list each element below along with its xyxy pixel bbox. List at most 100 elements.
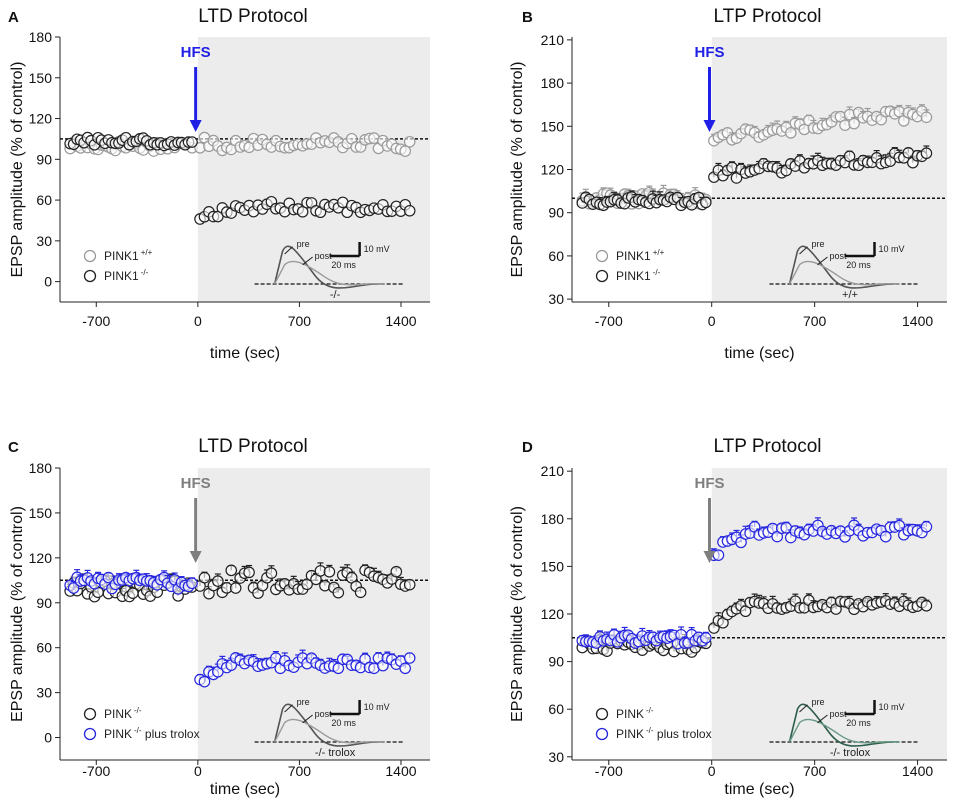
y-axis-label: EPSP amplitude (% of control) [9, 506, 26, 722]
scale-bar-voltage-label: 10 mV [879, 244, 905, 254]
data-point [231, 583, 241, 593]
panel-title: LTD Protocol [198, 6, 307, 27]
x-tick-label: 0 [194, 313, 202, 329]
y-axis-label: EPSP amplitude (% of control) [509, 506, 526, 722]
legend-entry: PINK -/- [104, 706, 142, 721]
x-axis-label: time (sec) [724, 345, 794, 362]
x-tick-label: 1400 [385, 313, 416, 329]
panel-label: D [522, 439, 533, 456]
panel-c: C LTD Protocol 0 30 60 90 120 150 180 -700 0 700 140… [8, 436, 430, 798]
panel-a: A LTD Protocol 0 30 60 90 120 150 180 -700 0 700 140… [8, 6, 430, 362]
legend-marker [85, 729, 96, 740]
y-tick-label: 90 [36, 595, 52, 611]
scale-bar-time-label: 20 ms [846, 718, 871, 728]
data-point [921, 112, 931, 122]
data-point [701, 633, 711, 643]
y-tick-label: 60 [36, 640, 52, 656]
x-tick-label: 700 [803, 313, 827, 329]
data-point [404, 579, 414, 589]
x-tick-label: 0 [708, 763, 716, 779]
panel-title: LTP Protocol [713, 6, 821, 27]
y-tick-label: 180 [29, 460, 53, 476]
legend-entry: PINK1 -/- [104, 268, 149, 283]
legend-marker [85, 709, 96, 720]
x-tick-label: 700 [803, 763, 827, 779]
inset-pre-label: pre [812, 697, 825, 707]
data-point [404, 137, 414, 147]
x-tick-label: -700 [595, 313, 623, 329]
inset-genotype-label: +/+ [842, 289, 858, 301]
data-point [701, 197, 711, 207]
x-tick-label: 0 [708, 313, 716, 329]
scale-bar-time-label: 20 ms [331, 718, 356, 728]
y-tick-label: 180 [29, 29, 53, 45]
y-tick-label: 180 [541, 75, 565, 91]
x-tick-label: 0 [194, 763, 202, 779]
y-tick-label: 30 [36, 233, 52, 249]
data-point [187, 578, 197, 588]
data-point [266, 568, 276, 578]
scale-bar-voltage-label: 10 mV [364, 702, 390, 712]
y-tick-label: 150 [29, 70, 53, 86]
y-tick-label: 90 [548, 205, 564, 221]
x-tick-label: 700 [288, 313, 312, 329]
x-tick-label: 1400 [902, 313, 933, 329]
legend-marker [597, 271, 608, 282]
data-point [921, 148, 931, 158]
y-tick-label: 120 [29, 111, 53, 127]
scale-bar-voltage-label: 10 mV [879, 702, 905, 712]
y-tick-label: 30 [36, 685, 52, 701]
data-point [187, 137, 197, 147]
y-tick-label: 150 [541, 118, 565, 134]
y-tick-label: 0 [44, 274, 52, 290]
y-tick-label: 120 [29, 550, 53, 566]
inset-post-label: post [315, 709, 333, 719]
scale-bar-time-label: 20 ms [331, 260, 356, 270]
scale-bar-time-label: 20 ms [846, 260, 871, 270]
data-point [199, 572, 209, 582]
data-point [391, 566, 401, 576]
inset-genotype-label: -/- trolox [830, 747, 871, 759]
x-tick-label: 700 [288, 763, 312, 779]
x-axis-label: time (sec) [210, 781, 280, 798]
y-tick-label: 90 [548, 654, 564, 670]
legend-marker [85, 251, 96, 262]
data-point [921, 522, 931, 532]
panel-b: B LTP Protocol 30 60 90 120 150 180 210 -700 0 700 1… [509, 6, 947, 362]
data-point [404, 653, 414, 663]
y-tick-label: 30 [548, 749, 564, 765]
hfs-label: HFS [181, 44, 211, 61]
y-tick-label: 150 [29, 505, 53, 521]
y-axis-label: EPSP amplitude (% of control) [9, 62, 26, 278]
legend-entry: PINK -/- plus trolox [104, 726, 200, 741]
post-hfs-shading [198, 37, 430, 302]
inset-pre-label: pre [297, 697, 310, 707]
data-point [400, 663, 410, 673]
panel-label: A [8, 9, 19, 26]
y-tick-label: 60 [548, 248, 564, 264]
panel-label: C [8, 439, 19, 456]
legend-marker [85, 271, 96, 282]
legend-entry: PINK1 +/+ [104, 248, 153, 263]
y-tick-label: 210 [541, 32, 565, 48]
inset-genotype-label: -/- [330, 289, 341, 301]
legend-entry: PINK -/- [616, 706, 654, 721]
x-tick-label: 1400 [385, 763, 416, 779]
data-point [404, 206, 414, 216]
legend-entry: PINK1 +/+ [616, 248, 665, 263]
x-tick-label: -700 [82, 313, 110, 329]
legend-entry: PINK -/- plus trolox [616, 726, 712, 741]
data-point [244, 567, 254, 577]
x-tick-label: -700 [595, 763, 623, 779]
inset-pre-label: pre [812, 239, 825, 249]
figure-canvas: A LTD Protocol 0 30 60 90 120 150 180 -700 0 700 140… [0, 0, 957, 800]
x-axis-label: time (sec) [210, 345, 280, 362]
hfs-label: HFS [181, 475, 211, 492]
data-point [849, 118, 859, 128]
data-point [324, 567, 334, 577]
inset-post-label: post [315, 251, 333, 261]
panel-title: LTP Protocol [713, 436, 821, 457]
y-tick-label: 120 [541, 606, 565, 622]
data-point [213, 576, 223, 586]
legend-marker [597, 729, 608, 740]
